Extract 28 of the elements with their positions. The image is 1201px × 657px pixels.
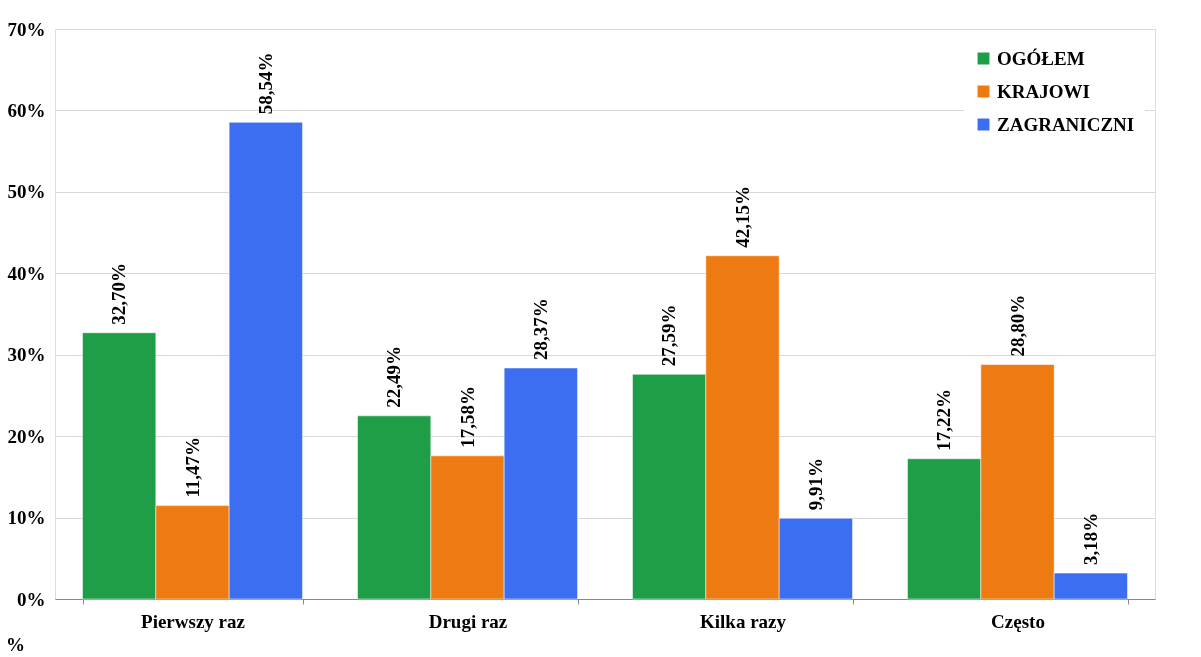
y-tick-label: 20% (7, 425, 46, 447)
y-tick-label: 60% (7, 99, 46, 121)
data-label: 42,15% (731, 186, 753, 248)
y-tick-label: 50% (7, 181, 46, 203)
data-label: 28,37% (529, 298, 551, 360)
legend-label: ZAGRANICZNI (997, 113, 1135, 135)
legend-label: OGÓŁEM (997, 47, 1085, 69)
y-axis-title: % (6, 633, 25, 655)
data-label: 27,59% (658, 304, 680, 367)
x-tick-label: Drugi raz (428, 610, 508, 632)
data-label: 9,91% (804, 458, 826, 511)
data-label: 32,70% (108, 262, 130, 325)
data-label: 11,47% (181, 436, 203, 498)
x-tick-label: Kilka razy (699, 610, 787, 632)
y-tick-label: 30% (7, 344, 46, 366)
x-tick-label: Często (991, 610, 1045, 632)
y-tick-label: 10% (7, 507, 46, 529)
x-tick-label: Pierwszy raz (141, 610, 246, 632)
data-label: 17,22% (933, 389, 955, 451)
data-label: 28,80% (1006, 294, 1028, 357)
data-label: 58,54% (254, 52, 276, 115)
y-tick-label: 0% (17, 588, 46, 610)
y-tick-label: 40% (7, 262, 46, 284)
data-label: 22,49% (383, 346, 405, 408)
data-label: 17,58% (456, 386, 478, 448)
legend-label: KRAJOWI (997, 80, 1090, 102)
y-tick-label: 70% (7, 18, 46, 40)
data-label: 3,18% (1079, 512, 1101, 566)
